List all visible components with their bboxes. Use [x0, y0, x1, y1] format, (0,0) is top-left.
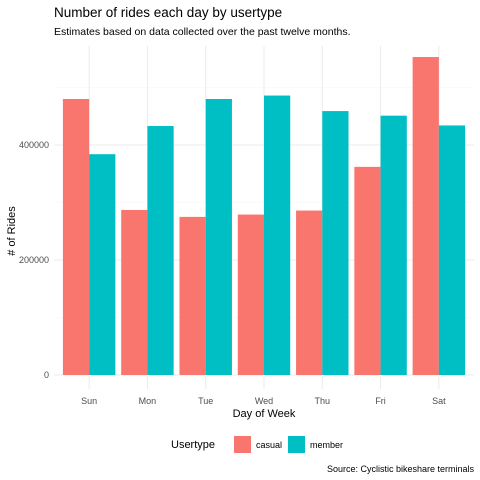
legend: Usertype casual member [171, 436, 343, 453]
legend-title: Usertype [171, 439, 215, 451]
legend-swatch-casual [234, 436, 251, 453]
x-axis-title: Day of Week [233, 408, 296, 420]
x-tick-label-mon: Mon [139, 396, 157, 406]
bar-casual-sat [412, 57, 439, 376]
bar-member-sun [89, 154, 116, 375]
x-tick-label-sat: Sat [432, 396, 446, 406]
x-tick-label-fri: Fri [375, 396, 386, 406]
bars [62, 57, 466, 376]
y-tick-label: 200000 [19, 255, 49, 265]
x-tick-label-sun: Sun [81, 396, 97, 406]
bar-member-fri [380, 115, 407, 376]
legend-swatch-member [288, 436, 305, 453]
x-tick-label-thu: Thu [315, 396, 331, 406]
y-tick-label: 0 [44, 370, 49, 380]
bar-casual-mon [121, 209, 148, 375]
bar-member-thu [322, 111, 349, 375]
chart-title: Number of rides each day by usertype [54, 5, 282, 20]
bar-member-tue [205, 99, 232, 375]
chart-subtitle: Estimates based on data collected over t… [54, 26, 351, 38]
bar-casual-thu [296, 210, 323, 375]
bar-member-sat [438, 125, 466, 375]
x-tick-label-wed: Wed [255, 396, 273, 406]
bar-member-mon [147, 126, 174, 376]
y-tick-label: 400000 [19, 140, 49, 150]
y-axis-title: # of Rides [6, 206, 18, 256]
x-tick-labels: Sun Mon Tue Wed Thu Fri Sat [81, 396, 446, 406]
legend-label-casual: casual [256, 440, 282, 450]
x-tick-label-tue: Tue [198, 396, 213, 406]
chart-caption: Source: Cyclistic bikeshare terminals [327, 464, 475, 474]
bar-casual-sun [62, 99, 90, 375]
bar-member-wed [264, 95, 291, 376]
legend-label-member: member [310, 440, 343, 450]
bar-casual-fri [354, 166, 381, 375]
bar-casual-wed [237, 214, 264, 375]
bar-casual-tue [179, 216, 206, 375]
y-tick-labels: 0 200000 400000 [19, 140, 49, 380]
